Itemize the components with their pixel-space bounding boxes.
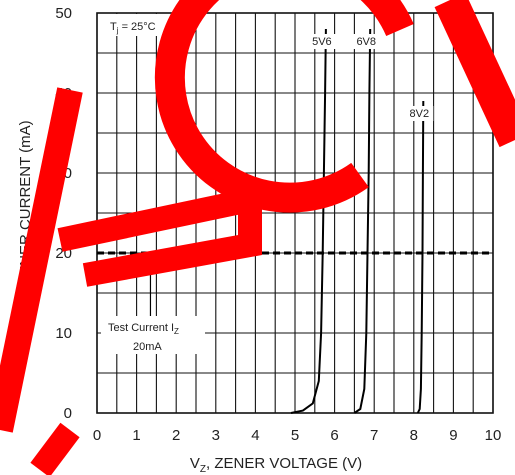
x-tick-label: 1 — [132, 427, 140, 444]
temperature-label: Tj = 25°C — [110, 21, 156, 35]
test-current-label-box — [101, 316, 205, 354]
x-tick-label: 7 — [370, 427, 378, 444]
y-tick-label: 10 — [55, 325, 72, 342]
test-current-label: Test Current IZ — [108, 322, 179, 336]
x-tick-label: 0 — [93, 427, 101, 444]
series-label-box — [352, 34, 381, 49]
x-tick-label: 4 — [251, 427, 259, 444]
series-group — [290, 28, 425, 414]
grid — [96, 12, 494, 414]
x-tick-label: 2 — [172, 427, 180, 444]
y-tick-label: 0 — [64, 405, 72, 422]
x-tick-label: 3 — [212, 427, 220, 444]
series-line-5V6 — [290, 28, 327, 414]
series-label-6V8: 6V8 — [356, 36, 376, 48]
x-tick-label: 5 — [291, 427, 299, 444]
temperature-label-box — [101, 14, 178, 36]
x-tick-label: 8 — [410, 427, 418, 444]
x-axis-title: VZ, ZENER VOLTAGE (V) — [190, 455, 362, 475]
series-line-8V2 — [416, 100, 425, 414]
series-label-8V2: 8V2 — [410, 108, 430, 120]
x-tick-label: 6 — [330, 427, 338, 444]
series-label-box — [405, 106, 434, 121]
y-tick-label: 50 — [55, 5, 72, 22]
series-line-6V8 — [353, 28, 372, 414]
x-tick-label: 9 — [449, 427, 457, 444]
test-current-value: 20mA — [133, 341, 162, 353]
series-labels: 5V6 6V8 8V2 — [307, 34, 434, 121]
series-label-5V6: 5V6 — [312, 36, 332, 48]
series-label-box — [307, 34, 336, 49]
x-tick-label: 10 — [485, 427, 502, 444]
